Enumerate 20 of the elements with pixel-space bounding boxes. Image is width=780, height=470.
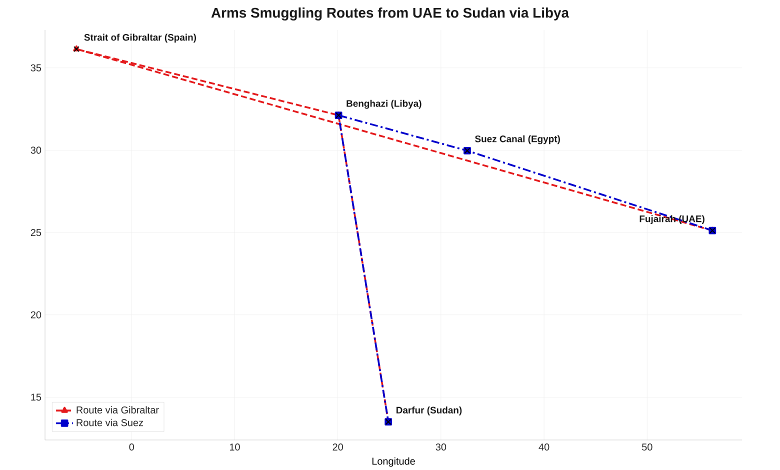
annotation: Darfur (Sudan) (396, 406, 462, 416)
annotation: Strait of Gibraltar (Spain) (84, 34, 196, 43)
legend-label: Route via Suez (76, 418, 144, 426)
x-tick-label: 10 (230, 444, 240, 451)
annotation: Suez Canal (Egypt) (475, 135, 560, 144)
legend-label: Route via Gibraltar (76, 406, 159, 414)
annotation: Fujairah (UAE) (640, 215, 704, 224)
y-tick-label: 30 (30, 146, 42, 154)
x-tick-label: 0 (129, 444, 134, 451)
chart-title: Arms Smuggling Routes from UAE to Sudan via Libya (211, 7, 570, 21)
x-tick-label: 30 (436, 444, 446, 451)
annotation: Benghazi (Libya) (346, 100, 422, 109)
x-tick-label: 20 (332, 444, 343, 451)
y-tick-label: 20 (30, 311, 42, 318)
y-tick-label: 15 (31, 394, 42, 401)
y-tick-label: 25 (30, 228, 42, 236)
x-axis-title: Longitude (372, 457, 415, 467)
y-tick-label: 35 (30, 64, 42, 72)
x-tick-label: 40 (538, 444, 550, 451)
x-tick-label: 50 (642, 444, 652, 451)
